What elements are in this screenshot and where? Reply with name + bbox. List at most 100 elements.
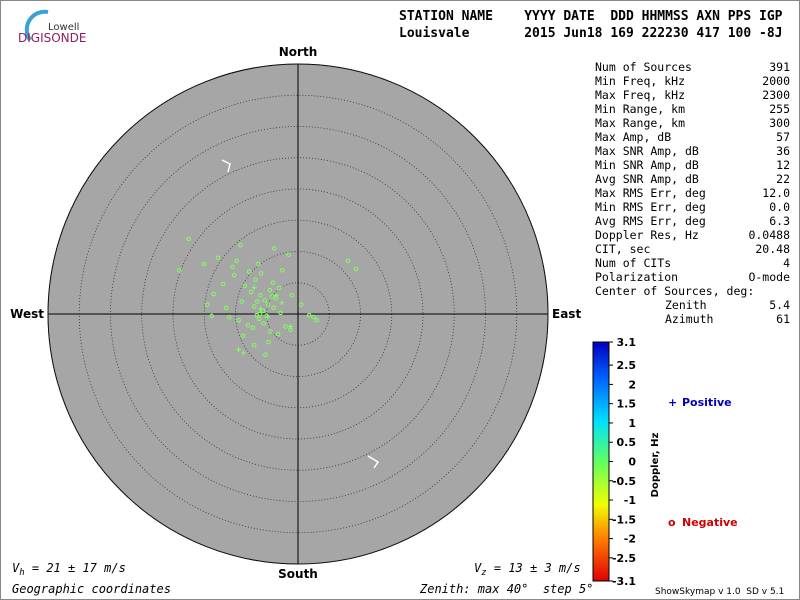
source-negative xyxy=(211,291,216,297)
colorbar-tick-label: 1.5 xyxy=(617,398,637,411)
colorbar-tick-label: 2 xyxy=(628,378,636,391)
stat-value: 5.4 xyxy=(769,298,790,312)
stat-label: Max RMS Err, deg xyxy=(595,186,706,200)
source-negative xyxy=(250,325,256,331)
stat-label: CIT, sec xyxy=(595,242,650,256)
source-negative xyxy=(240,333,246,339)
source-positive xyxy=(288,324,293,329)
stat-label: Min SNR Amp, dB xyxy=(595,158,699,172)
source-negative xyxy=(283,324,288,329)
source-negative xyxy=(220,281,226,287)
marker xyxy=(221,159,231,173)
source-negative xyxy=(278,310,283,316)
stat-label: Doppler Res, Hz xyxy=(595,228,699,242)
stat-value: O-mode xyxy=(748,270,790,284)
source-negative xyxy=(239,299,245,304)
stat-value: 2000 xyxy=(762,74,790,88)
north-label: North xyxy=(279,45,317,59)
source-negative xyxy=(236,317,241,323)
stat-value: 61 xyxy=(776,312,790,326)
colorbar-tick-label: -2 xyxy=(624,533,636,546)
colorbar-tick-label: -1.5 xyxy=(612,513,636,526)
source-negative xyxy=(268,329,273,334)
source-positive xyxy=(258,306,263,312)
source-negative xyxy=(298,302,304,307)
colorbar-tick-label: -2.5 xyxy=(612,552,636,565)
legend-symbol: o xyxy=(668,516,676,529)
source-negative xyxy=(209,313,215,319)
source-negative xyxy=(226,314,232,320)
source-negative xyxy=(314,317,320,323)
source-negative xyxy=(311,314,316,320)
vh: Vh = 21 ± 17 m/s xyxy=(12,561,126,578)
source-negative xyxy=(261,321,266,326)
colorbar-tick-label: 0 xyxy=(628,456,636,469)
source-negative xyxy=(242,283,248,289)
source-negative xyxy=(255,299,260,304)
stat-label: Max Amp, dB xyxy=(595,130,671,144)
source-negative xyxy=(248,289,254,295)
source-negative xyxy=(176,267,182,273)
colorbar xyxy=(592,341,610,582)
source-negative xyxy=(255,261,261,267)
source-negative xyxy=(258,292,263,298)
stat-value: 20.48 xyxy=(755,242,790,256)
source-negative xyxy=(264,313,270,319)
stat-value: 22 xyxy=(776,172,790,186)
source-negative xyxy=(267,287,273,293)
marker xyxy=(367,455,380,469)
source-negative xyxy=(254,312,260,318)
colorbar-tick-label: -3.1 xyxy=(612,575,636,588)
stat-value: 6.3 xyxy=(769,214,790,228)
source-positive xyxy=(264,314,270,320)
source-negative xyxy=(246,269,252,274)
stat-value: 36 xyxy=(776,144,790,158)
source-negative xyxy=(265,302,271,307)
stat-label: Max Range, km xyxy=(595,116,685,130)
stat-label: Avg RMS Err, deg xyxy=(595,214,706,228)
source-negative xyxy=(231,272,237,278)
stat-label: Azimuth xyxy=(665,312,713,326)
colorbar-tick-label: 3.1 xyxy=(617,336,637,349)
header-line: STATION NAME YYYY DATE DDD HHMMSS AXN PP… xyxy=(399,9,783,24)
legend-entry: Negative xyxy=(682,516,738,529)
colorbar-tick-label: 0.5 xyxy=(617,436,637,449)
stat-value: 12 xyxy=(776,158,790,172)
vz: Vz = 13 ± 3 m/s xyxy=(474,561,581,578)
source-negative xyxy=(238,242,243,248)
source-negative xyxy=(280,267,285,273)
header-line: Louisvale 2015 Jun18 169 222230 417 100 … xyxy=(399,26,783,41)
stat-value: 0.0488 xyxy=(748,228,790,242)
stat-label: Zenith xyxy=(665,298,707,312)
legend-symbol: + xyxy=(668,396,677,409)
source-negative xyxy=(258,271,264,276)
source-negative xyxy=(275,331,281,337)
stat-label: Center of Sources, deg: xyxy=(595,284,754,298)
logo-top: Lowell xyxy=(48,22,79,33)
source-positive xyxy=(251,285,257,291)
source-negative xyxy=(253,277,258,282)
coords: Geographic coordinates xyxy=(12,582,171,596)
source-negative xyxy=(251,304,257,309)
version: ShowSkymap v 1.0 SD v 5.1 xyxy=(655,587,784,597)
legend-entry: Positive xyxy=(682,396,732,409)
source-negative xyxy=(251,342,257,348)
zenith-info: Zenith: max 40° step 5° xyxy=(419,582,593,596)
source-negative xyxy=(345,258,351,264)
south-label: South xyxy=(278,567,318,581)
stat-label: Min Freq, kHz xyxy=(595,74,685,88)
stat-value: 57 xyxy=(776,130,790,144)
source-positive xyxy=(241,350,247,356)
stat-value: 4 xyxy=(783,256,790,270)
source-negative xyxy=(271,246,277,251)
source-negative xyxy=(270,280,276,286)
west-label: West xyxy=(10,307,44,321)
stat-value: 300 xyxy=(769,116,790,130)
stat-label: Avg SNR Amp, dB xyxy=(595,172,699,186)
stat-label: Min Range, km xyxy=(595,102,685,116)
source-negative xyxy=(269,294,275,299)
source-negative xyxy=(263,352,268,357)
colorbar-tick-label: -1 xyxy=(624,494,636,507)
source-positive xyxy=(273,292,279,298)
stat-value: 12.0 xyxy=(762,186,790,200)
